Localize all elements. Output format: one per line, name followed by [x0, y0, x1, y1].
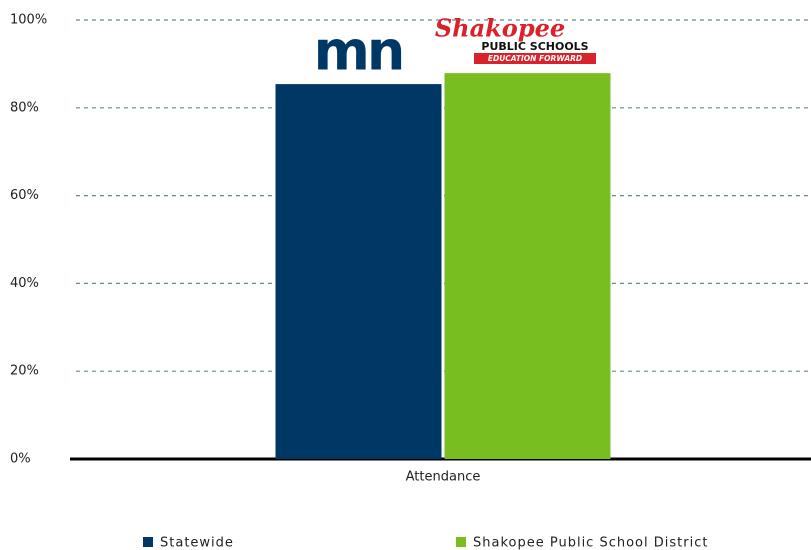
bar [275, 84, 442, 460]
legend-label: Shakopee Public School District [473, 536, 708, 550]
bar [444, 73, 611, 459]
y-tick-label: 40% [10, 276, 39, 291]
y-tick-label: 60% [10, 188, 39, 203]
mn-logo: mn [314, 20, 403, 83]
legend-swatch [456, 537, 466, 547]
y-tick-label: 20% [10, 364, 39, 379]
x-tick-label: Attendance [406, 470, 481, 485]
legend-swatch [143, 537, 153, 547]
shakopee-sub: PUBLIC SCHOOLS [481, 40, 588, 53]
shakopee-band [474, 53, 596, 64]
y-tick-label: 80% [10, 100, 39, 115]
y-tick-label: 100% [10, 13, 47, 28]
y-tick-label: 0% [10, 452, 31, 467]
shakopee-tag: EDUCATION FORWARD [488, 54, 582, 63]
shakopee-logo: Shakopee [435, 14, 565, 43]
legend-label: Statewide [160, 536, 234, 550]
